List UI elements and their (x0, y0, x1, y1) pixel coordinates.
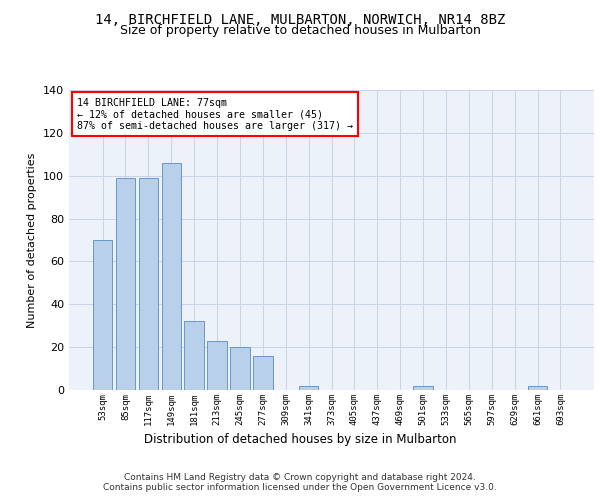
Bar (139, 178, 158, 390)
Y-axis label: Number of detached properties: Number of detached properties (28, 152, 37, 328)
Bar (299, 386, 319, 390)
Bar (253, 356, 272, 390)
Text: Contains HM Land Registry data © Crown copyright and database right 2024.
Contai: Contains HM Land Registry data © Crown c… (103, 472, 497, 492)
Bar (528, 386, 547, 390)
Bar (184, 322, 204, 390)
Text: Size of property relative to detached houses in Mulbarton: Size of property relative to detached ho… (119, 24, 481, 37)
Text: 14 BIRCHFIELD LANE: 77sqm
← 12% of detached houses are smaller (45)
87% of semi-: 14 BIRCHFIELD LANE: 77sqm ← 12% of detac… (77, 98, 353, 130)
Bar (116, 178, 135, 390)
Bar (161, 163, 181, 390)
Text: 14, BIRCHFIELD LANE, MULBARTON, NORWICH, NR14 8BZ: 14, BIRCHFIELD LANE, MULBARTON, NORWICH,… (95, 12, 505, 26)
Bar (208, 340, 227, 390)
Bar (93, 240, 112, 390)
Bar (413, 386, 433, 390)
Text: Distribution of detached houses by size in Mulbarton: Distribution of detached houses by size … (144, 432, 456, 446)
Bar (230, 347, 250, 390)
